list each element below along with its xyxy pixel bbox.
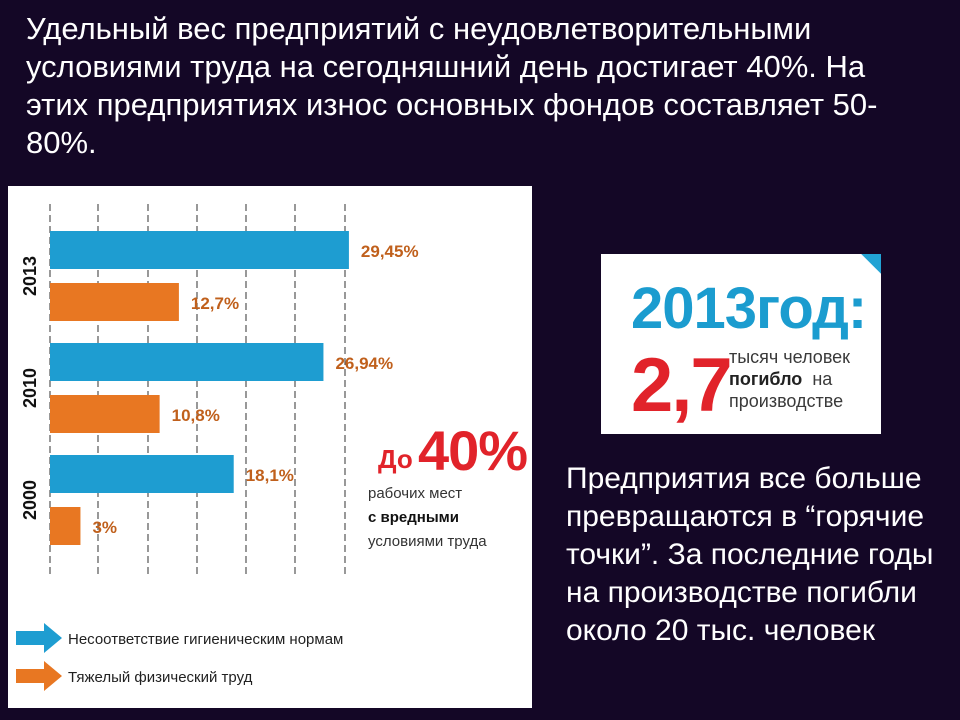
annotation-prefix: До [378, 444, 413, 474]
stat-description: тысяч человек погибло на производстве [729, 346, 879, 412]
year-label-2013: 2013 [20, 256, 40, 296]
bar-chart: 29,45% 12,7% 2013 26,94% 10,8% 2010 18,1% 3% 200… [8, 186, 532, 708]
stat-line-3: производстве [729, 391, 844, 411]
data-label-2000-physical: 3% [92, 518, 117, 537]
stat-card: 2013год: 2,7 тысяч человек погибло на пр… [601, 254, 881, 434]
stat-bold-word: погибло [729, 369, 803, 389]
data-label-2010-physical: 10,8% [172, 406, 220, 425]
bar-2013-physical [50, 283, 179, 321]
data-label-2013-physical: 12,7% [191, 294, 239, 313]
stat-line-2: погибло на [729, 368, 879, 390]
legend-label-hygiene: Несоответствие гигиеническим нормам [68, 631, 343, 648]
data-label-2013-hygiene: 29,45% [361, 242, 419, 261]
bar-2010-physical [50, 395, 160, 433]
data-label-2000-hygiene: 18,1% [246, 466, 294, 485]
year-label-2000: 2000 [20, 480, 40, 520]
annotation-line-2: с вредными [368, 509, 459, 526]
corner-accent [861, 254, 881, 274]
chart-svg: 29,45% 12,7% 2013 26,94% 10,8% 2010 18,1% 3% 200… [16, 204, 528, 691]
heading: Удельный вес предприятий с неудовлетвори… [26, 11, 878, 160]
bar-2013-hygiene [50, 231, 349, 269]
legend-label-physical: Тяжелый физический труд [68, 669, 253, 686]
stat-number: 2,7 [631, 343, 733, 428]
annotation-line-1: рабочих мест [368, 485, 462, 502]
year-label-2010: 2010 [20, 368, 40, 408]
side-text: Предприятия все больше превращаются в “г… [566, 462, 934, 647]
bar-2000-hygiene [50, 455, 234, 493]
legend-arrow-physical [16, 661, 62, 691]
stat-word-on: на [812, 369, 833, 389]
stat-line-1: тысяч человек [729, 347, 851, 367]
bar-2010-hygiene [50, 343, 324, 381]
stat-year: 2013год: [631, 276, 867, 341]
annotation-value: 40% [418, 419, 527, 482]
data-label-2010-hygiene: 26,94% [335, 354, 393, 373]
bar-2000-physical [50, 507, 81, 545]
annotation-line-3: условиями труда [368, 533, 487, 550]
legend-arrow-hygiene [16, 623, 62, 653]
